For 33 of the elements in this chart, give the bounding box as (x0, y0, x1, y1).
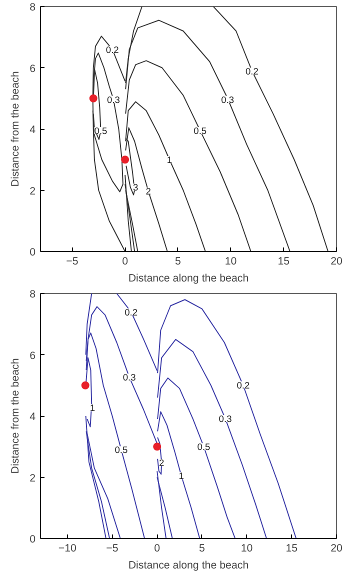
x-tick-label: 15 (286, 542, 298, 554)
y-tick-label: 2 (30, 472, 36, 484)
x-axis-title: Distance along the beach (128, 560, 249, 572)
annotation: 1 (166, 155, 172, 166)
y-tick-label: 4 (30, 411, 36, 423)
annotation: 2 (146, 186, 151, 197)
annotation: 2 (158, 458, 164, 468)
x-tick-label: 20 (330, 542, 342, 554)
annotation: 1 (178, 471, 184, 482)
y-tick-label: 0 (30, 246, 36, 258)
x-tick-label: 5 (174, 256, 181, 268)
x-tick-label: 15 (278, 256, 290, 268)
y-tick-label: 6 (30, 62, 36, 75)
x-tick-label: 0 (122, 256, 128, 268)
x-tick-label: −10 (58, 542, 77, 554)
x-tick-label: −5 (66, 256, 78, 268)
y-tick-label: 0 (30, 534, 36, 546)
y-axis-title: Distance from the beach (10, 71, 22, 187)
y-tick-label: 8 (30, 2, 36, 14)
y-tick-label: 2 (30, 185, 36, 198)
x-tick-label: 20 (330, 256, 342, 268)
x-tick-label: 10 (224, 256, 237, 268)
x-tick-label: 5 (198, 542, 205, 554)
y-axis-title: Distance from the beach (10, 358, 22, 474)
x-axis-title: Distance along the beach (128, 272, 249, 284)
y-tick-label: 4 (30, 124, 36, 136)
y-tick-label: 6 (30, 350, 36, 362)
annotation: 3 (133, 182, 138, 193)
x-tick-label: 0 (154, 542, 160, 554)
annotation: 1 (90, 403, 96, 414)
x-tick-label: 10 (240, 542, 253, 554)
x-tick-label: −5 (106, 542, 118, 554)
y-tick-label: 8 (30, 288, 36, 300)
